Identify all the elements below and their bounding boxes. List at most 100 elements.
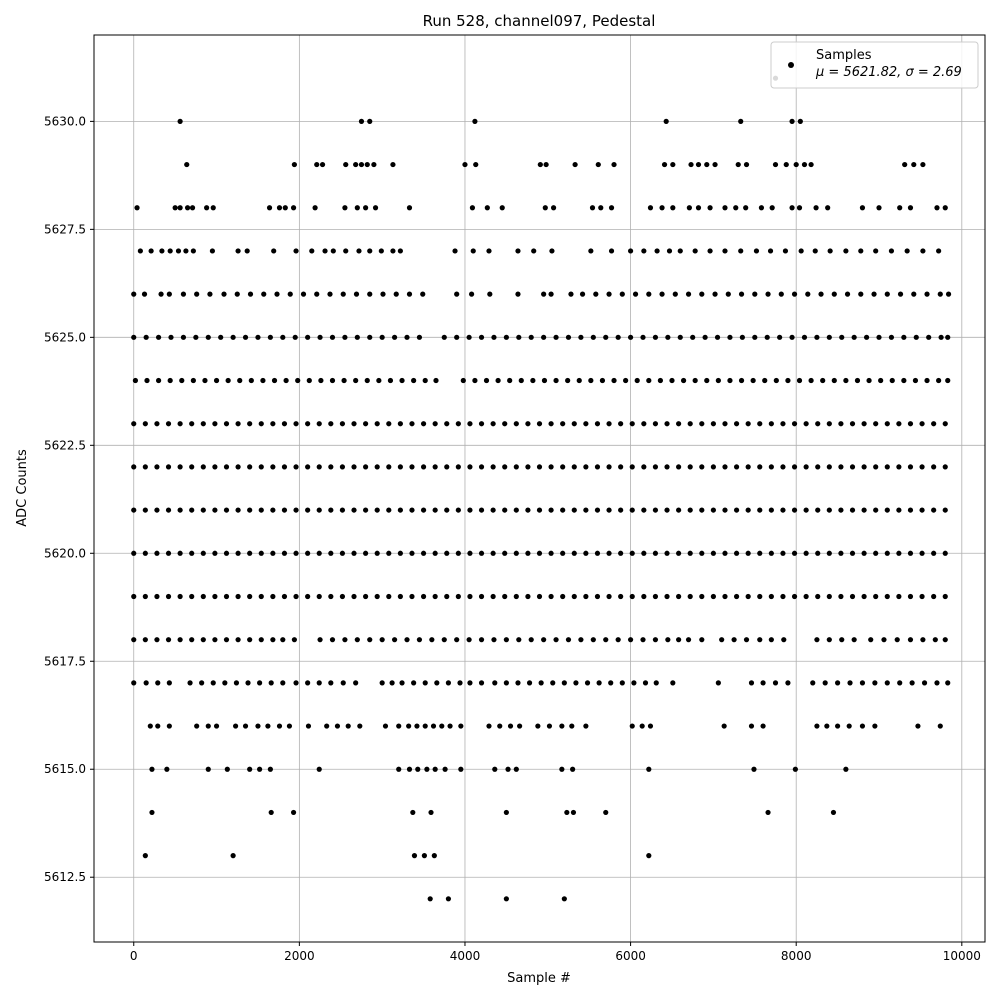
legend-series-label: Samples: [816, 48, 872, 63]
data-point: [945, 377, 951, 384]
data-point: [549, 248, 555, 254]
data-point: [432, 550, 438, 556]
data-point: [797, 118, 803, 124]
data-point: [265, 723, 271, 729]
data-point: [571, 550, 577, 556]
data-point: [659, 291, 665, 297]
data-point: [444, 550, 450, 556]
data-point: [374, 421, 380, 427]
data-point: [268, 809, 274, 816]
data-point: [632, 291, 639, 297]
data-point: [235, 464, 241, 470]
data-point: [896, 593, 902, 600]
data-point: [502, 421, 508, 427]
data-point: [803, 464, 809, 470]
data-point: [687, 464, 693, 470]
data-point: [803, 550, 809, 556]
legend-stats-label: μ = 5621.82, σ = 2.69: [815, 65, 962, 80]
x-tick-label: 4000: [450, 949, 481, 963]
data-point: [745, 550, 751, 556]
data-point: [603, 809, 609, 816]
data-point: [781, 637, 787, 643]
data-point: [328, 507, 334, 513]
data-point: [363, 550, 369, 556]
data-point: [420, 593, 427, 600]
data-point: [177, 421, 183, 427]
data-point: [270, 593, 276, 600]
data-point: [131, 291, 137, 297]
data-point: [502, 593, 508, 600]
data-point: [641, 550, 647, 556]
data-point: [132, 377, 139, 384]
data-point: [849, 507, 856, 513]
data-point: [768, 593, 774, 600]
data-point: [165, 550, 172, 556]
data-point: [429, 637, 435, 643]
data-point: [859, 680, 866, 686]
data-point: [420, 291, 426, 297]
data-point: [441, 637, 447, 643]
data-point: [410, 809, 416, 816]
data-point: [773, 377, 779, 384]
data-point: [414, 723, 420, 729]
data-point: [189, 507, 195, 513]
data-point: [371, 161, 377, 168]
data-point: [685, 291, 692, 297]
data-point: [550, 205, 557, 211]
data-point: [851, 334, 857, 340]
data-point: [478, 334, 485, 340]
data-point: [291, 637, 297, 643]
data-point: [528, 334, 534, 340]
data-point: [733, 550, 740, 556]
data-point: [363, 205, 369, 211]
data-point: [454, 637, 460, 643]
data-point: [733, 507, 740, 513]
data-point: [247, 593, 253, 600]
data-point: [293, 507, 299, 513]
data-point: [281, 421, 288, 427]
data-point: [942, 550, 948, 556]
data-point: [223, 593, 230, 600]
data-point: [808, 377, 814, 384]
data-point: [913, 334, 919, 340]
data-point: [664, 593, 670, 600]
data-point: [165, 464, 172, 470]
data-point: [387, 377, 394, 384]
data-point: [858, 291, 864, 297]
data-point: [247, 421, 253, 427]
data-point: [652, 421, 659, 427]
data-point: [826, 550, 832, 556]
data-point: [528, 637, 534, 643]
data-point: [924, 377, 930, 384]
data-point: [791, 291, 798, 297]
data-point: [920, 637, 926, 643]
data-point: [433, 377, 439, 384]
data-point: [814, 637, 820, 643]
data-point: [542, 205, 548, 211]
data-point: [629, 723, 635, 729]
data-point: [738, 291, 745, 297]
data-point: [317, 637, 323, 643]
data-point: [328, 550, 334, 556]
data-point: [502, 464, 508, 470]
data-point: [328, 464, 334, 470]
data-point: [699, 550, 705, 556]
data-point: [190, 377, 196, 384]
data-point: [598, 205, 604, 211]
data-point: [808, 161, 814, 168]
data-point: [595, 161, 601, 168]
data-point: [131, 680, 137, 686]
data-point: [722, 205, 728, 211]
data-point: [404, 334, 410, 340]
data-point: [748, 723, 755, 729]
data-point: [374, 550, 380, 556]
data-point: [455, 507, 461, 513]
data-point: [503, 809, 509, 816]
data-point: [478, 593, 485, 600]
data-point: [172, 205, 178, 211]
data-point: [851, 637, 857, 643]
data-point: [780, 507, 786, 513]
data-point: [904, 248, 910, 254]
data-point: [639, 723, 645, 729]
